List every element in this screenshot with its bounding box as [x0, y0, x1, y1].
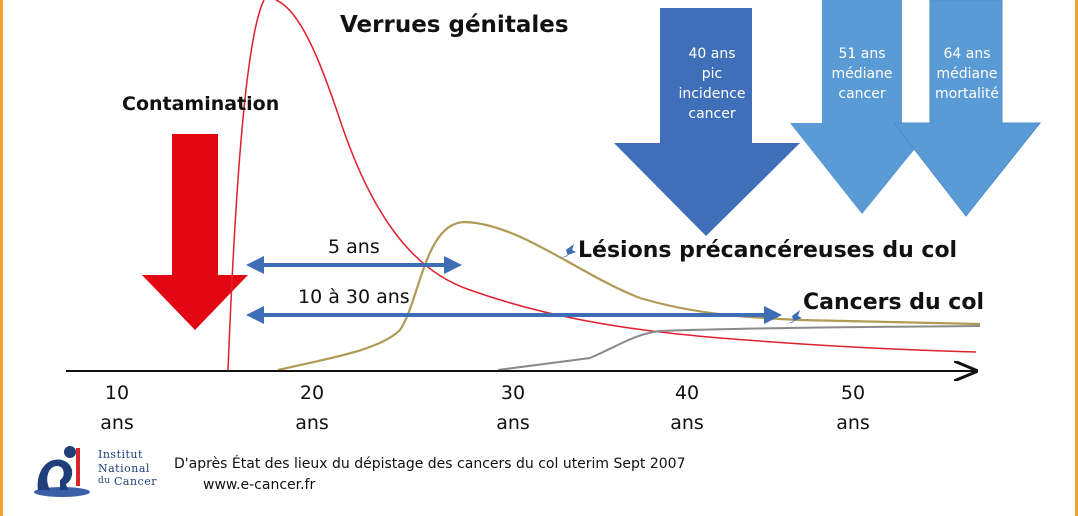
interval-arrow-short: [246, 256, 462, 274]
cancers-pointer-icon: [786, 310, 802, 324]
milestone-arrow-51: [790, 0, 936, 214]
axis-tick-unit: ans: [496, 412, 530, 434]
verrues-curve: [227, 0, 977, 371]
lesions-label: Lésions précancéreuses du col: [578, 238, 958, 263]
axis-tick-10: 10 ans: [77, 378, 157, 438]
lesions-pointer-icon: [560, 244, 576, 258]
axis-tick-20: 20 ans: [272, 378, 352, 438]
frame-right-border: [1075, 0, 1078, 516]
cancers-label: Cancers du col: [803, 290, 984, 315]
axis-tick-value: 20: [299, 382, 325, 404]
axis-tick-unit: ans: [836, 412, 870, 434]
milestone-arrow-40: [614, 8, 800, 236]
axis-tick-unit: ans: [670, 412, 704, 434]
axis-tick-unit: ans: [100, 412, 134, 434]
logo-word-institut: Institut: [98, 448, 143, 461]
logo-word-national: National: [98, 462, 150, 475]
axis-tick-30: 30 ans: [473, 378, 553, 438]
milestone-arrow-64: [892, 0, 1042, 217]
contamination-arrow: [142, 134, 248, 330]
logo-word-cancer: Cancer: [114, 475, 157, 488]
logo-word-du: du: [98, 476, 111, 486]
axis-tick-value: 30: [500, 382, 526, 404]
milestone-40-text: 40 ans pic incidence cancer: [678, 46, 746, 122]
institut-national-du-cancer-logo: Institut National du Cancer: [32, 440, 172, 498]
source-url-link[interactable]: www.e-cancer.fr: [203, 477, 316, 493]
axis-tick-50: 50 ans: [813, 378, 893, 438]
interval-short-label: 5 ans: [328, 236, 380, 258]
frame-left-border: [0, 0, 3, 516]
milestone-51-text: 51 ans médiane cancer: [831, 46, 893, 102]
cancers-curve: [497, 325, 981, 371]
axis-tick-unit: ans: [295, 412, 329, 434]
verrues-title: Verrues génitales: [340, 12, 569, 38]
contamination-label: Contamination: [122, 93, 280, 115]
axis-tick-40: 40 ans: [647, 378, 727, 438]
interval-long-label: 10 à 30 ans: [298, 286, 410, 308]
milestone-64-text: 64 ans médiane mortalité: [935, 46, 999, 102]
logo-figure-icon: [34, 446, 90, 497]
axis-tick-value: 40: [674, 382, 700, 404]
lesions-curve: [277, 220, 981, 372]
interval-arrow-long: [246, 306, 782, 324]
axis-tick-value: 10: [104, 382, 130, 404]
source-citation: D'après État des lieux du dépistage des …: [174, 456, 686, 472]
axis-tick-value: 50: [840, 382, 866, 404]
